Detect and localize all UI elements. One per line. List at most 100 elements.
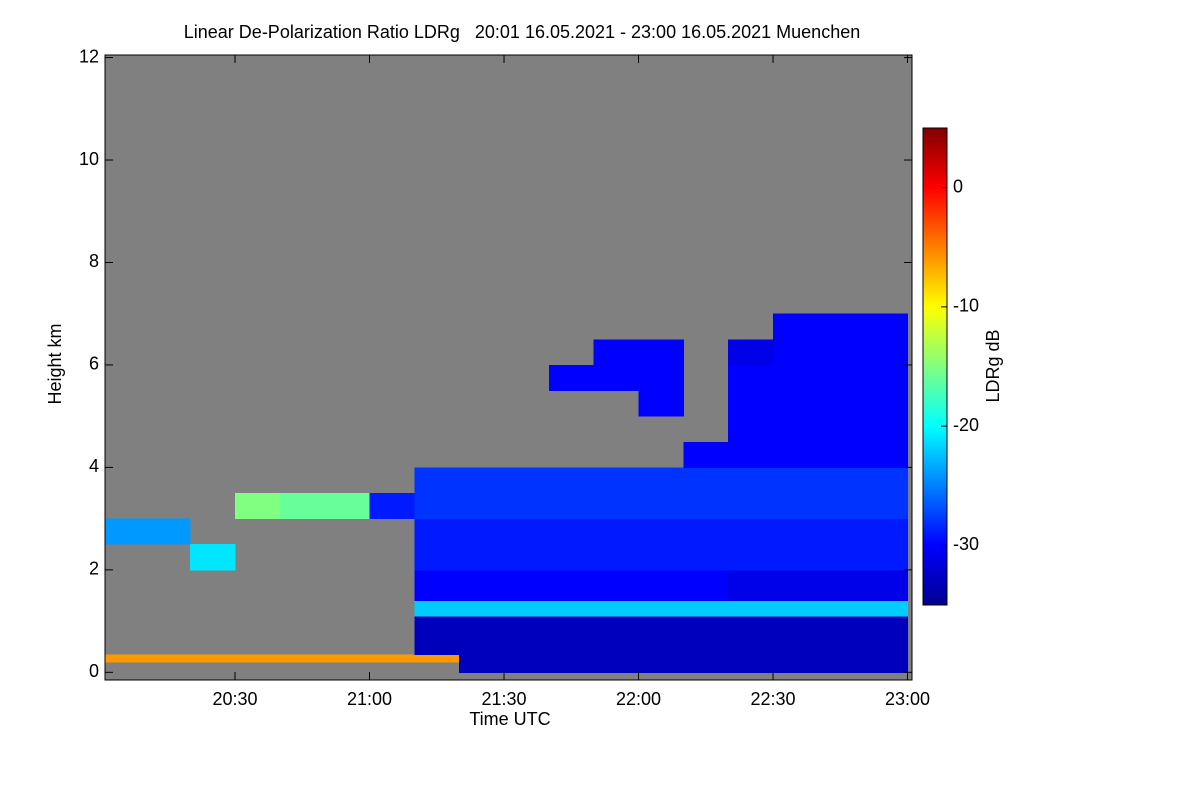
heatmap-cell: [593, 467, 640, 494]
heatmap-cell: [773, 662, 819, 673]
heatmap-cell: [593, 615, 640, 655]
y-tick-label: 4: [89, 456, 99, 476]
heatmap-cell: [728, 416, 774, 443]
heatmap-cell: [548, 493, 595, 520]
heatmap-cell: [593, 569, 640, 602]
heatmap-cell: [459, 654, 505, 663]
heatmap-cell: [638, 364, 684, 392]
heatmap-cell: [593, 364, 640, 392]
heatmap-cell: [817, 416, 864, 443]
heatmap-cell: [548, 544, 595, 571]
heatmap-cell: [235, 493, 281, 520]
heatmap-cell: [773, 615, 819, 655]
x-tick-label: 23:00: [885, 689, 930, 709]
heatmap-cell: [548, 518, 595, 545]
heatmap-cell: [862, 615, 909, 655]
heatmap-cell: [683, 654, 729, 663]
heatmap-cell: [773, 493, 819, 520]
heatmap-cell: [638, 339, 684, 366]
heatmap-cell: [504, 569, 550, 602]
heatmap-cell: [638, 544, 684, 571]
heatmap-cell: [638, 493, 684, 520]
heatmap-cell: [414, 600, 460, 617]
heatmap-cell: [862, 416, 909, 443]
heatmap-cell: [862, 493, 909, 520]
heatmap-cell: [459, 615, 505, 655]
heatmap-cell: [548, 654, 595, 663]
chart-title: Linear De-Polarization Ratio LDRg 20:01 …: [184, 22, 860, 42]
heatmap-cell: [773, 467, 819, 494]
heatmap-cell: [324, 493, 371, 520]
heatmap-cell: [548, 600, 595, 617]
heatmap-cell: [324, 654, 371, 663]
heatmap-cell: [145, 518, 191, 545]
heatmap-cell: [728, 518, 774, 545]
heatmap-cell: [773, 600, 819, 617]
heatmap-cell: [190, 654, 236, 663]
heatmap-cell: [414, 467, 460, 494]
heatmap-cell: [504, 615, 550, 655]
heatmap-cell: [773, 569, 819, 602]
heatmap-cell: [459, 600, 505, 617]
heatmap-cell: [414, 518, 460, 545]
heatmap-cell: [504, 544, 550, 571]
heatmap-cell: [773, 544, 819, 571]
heatmap-cell: [593, 654, 640, 663]
heatmap-cell: [773, 518, 819, 545]
heatmap-cell: [638, 569, 684, 602]
heatmap-cell: [862, 544, 909, 571]
heatmap-cell: [817, 600, 864, 617]
heatmap-cell: [683, 615, 729, 655]
heatmap-cell: [548, 569, 595, 602]
heatmap-cell: [817, 390, 864, 417]
heatmap-cell: [817, 467, 864, 494]
heatmap-cell: [728, 441, 774, 468]
heatmap-cell: [773, 339, 819, 366]
heatmap-cell: [817, 313, 864, 340]
y-tick-label: 2: [89, 559, 99, 579]
heatmap-cell: [817, 364, 864, 392]
heatmap-cell: [105, 518, 146, 545]
heatmap-cell: [728, 654, 774, 663]
heatmap-cell: [190, 544, 236, 571]
heatmap-cell: [773, 364, 819, 392]
heatmap-cell: [638, 518, 684, 545]
heatmap-cell: [638, 600, 684, 617]
heatmap-cell: [593, 339, 640, 366]
heatmap-cell: [548, 615, 595, 655]
heatmap-cell: [145, 654, 191, 663]
heatmap-cell: [414, 569, 460, 602]
heatmap-cell: [728, 569, 774, 602]
heatmap-cell: [817, 339, 864, 366]
heatmap-cell: [862, 390, 909, 417]
heatmap-cell: [638, 467, 684, 494]
colorbar-tick-label: -30: [953, 534, 979, 554]
heatmap-cell: [638, 390, 684, 417]
heatmap-cell: [817, 441, 864, 468]
heatmap-cell: [817, 518, 864, 545]
heatmap-cell: [683, 544, 729, 571]
heatmap-cell: [773, 654, 819, 663]
y-tick-label: 12: [79, 46, 99, 66]
colorbar-tick-label: -20: [953, 415, 979, 435]
heatmap-cell: [862, 654, 909, 663]
heatmap-cell: [593, 493, 640, 520]
heatmap-cell: [459, 662, 505, 673]
heatmap-cell: [817, 569, 864, 602]
plot-frame: [104, 54, 913, 681]
heatmap-cell: [235, 654, 281, 663]
x-tick-label: 22:00: [616, 689, 661, 709]
heatmap-cell: [279, 493, 326, 520]
heatmap-cell: [728, 662, 774, 673]
heatmap-cell: [504, 518, 550, 545]
heatmap-cell: [862, 364, 909, 392]
heatmap-cell: [773, 441, 819, 468]
heatmap-cell: [728, 544, 774, 571]
heatmap-cell: [862, 518, 909, 545]
x-tick-label: 20:30: [212, 689, 257, 709]
heatmap-cell: [862, 662, 909, 673]
heatmap-cell: [728, 615, 774, 655]
heatmap-cell: [593, 544, 640, 571]
heatmap-cell: [683, 441, 729, 468]
